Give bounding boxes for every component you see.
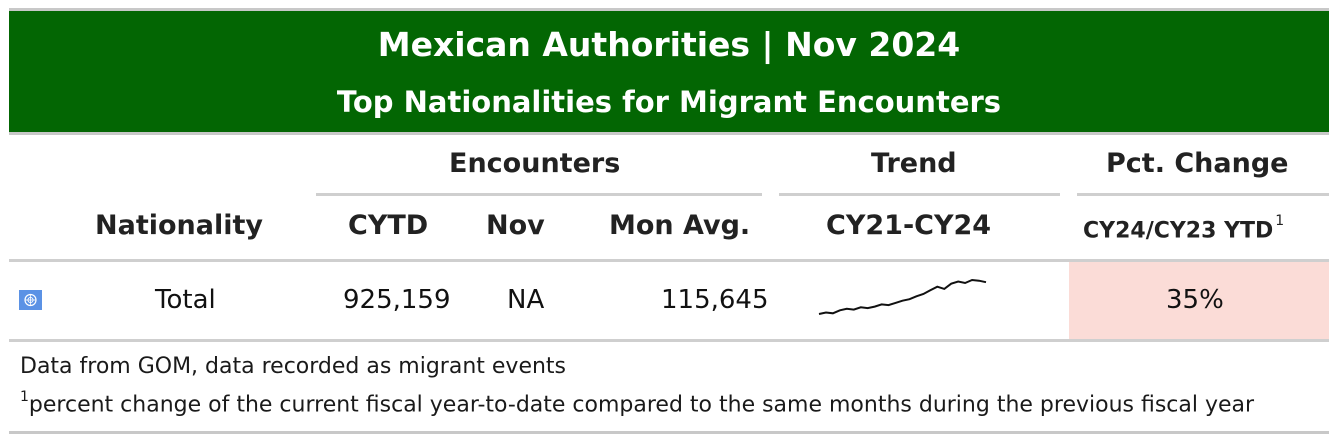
footer-source: Data from GOM, data recorded as migrant … xyxy=(20,354,567,379)
footer-note-mark: 1 xyxy=(20,389,29,405)
group-header-pct-change: Pct. Change xyxy=(1106,148,1289,179)
col-header-pct-change: CY24/CY23 YTD 1 xyxy=(1083,213,1284,244)
cell-pct-change: 35% xyxy=(1166,285,1224,315)
group-rule-encounters xyxy=(316,193,762,196)
cell-mon-avg: 115,645 xyxy=(661,285,769,315)
trend-sparkline xyxy=(818,278,987,315)
col-header-cytd: CYTD xyxy=(348,210,429,241)
banner-rule xyxy=(9,132,1329,135)
cell-nov: NA xyxy=(507,285,545,315)
page-subtitle: Top Nationalities for Migrant Encounters xyxy=(336,85,1002,119)
group-rule-trend xyxy=(779,193,1060,196)
table-header-rule xyxy=(9,259,1329,262)
group-rule-pct-change xyxy=(1077,193,1329,196)
group-header-encounters: Encounters xyxy=(449,148,621,179)
table-bottom-rule xyxy=(9,339,1329,342)
col-header-mon-avg: Mon Avg. xyxy=(609,210,751,241)
top-rule xyxy=(9,8,1329,11)
footer-note-text: percent change of the current fiscal yea… xyxy=(28,392,1255,418)
col-header-nov: Nov xyxy=(486,210,545,241)
group-header-trend: Trend xyxy=(871,148,957,179)
pct-label: CY24/CY23 YTD xyxy=(1083,218,1274,244)
bottom-rule xyxy=(9,431,1329,434)
pct-change-cell-bg xyxy=(1069,262,1329,339)
col-header-trend-range: CY21-CY24 xyxy=(826,210,992,241)
cell-cytd: 925,159 xyxy=(343,285,451,315)
page-title: Mexican Authorities | Nov 2024 xyxy=(377,25,961,64)
un-flag-icon xyxy=(19,290,42,310)
title-banner: Mexican Authorities | Nov 2024 Top Natio… xyxy=(9,11,1329,132)
footnote-mark: 1 xyxy=(1275,213,1285,229)
sparkline-series xyxy=(818,278,987,315)
cell-nationality: Total xyxy=(155,285,216,315)
col-header-nationality: Nationality xyxy=(95,210,263,241)
footer-note: 1percent change of the current fiscal ye… xyxy=(20,389,1255,418)
